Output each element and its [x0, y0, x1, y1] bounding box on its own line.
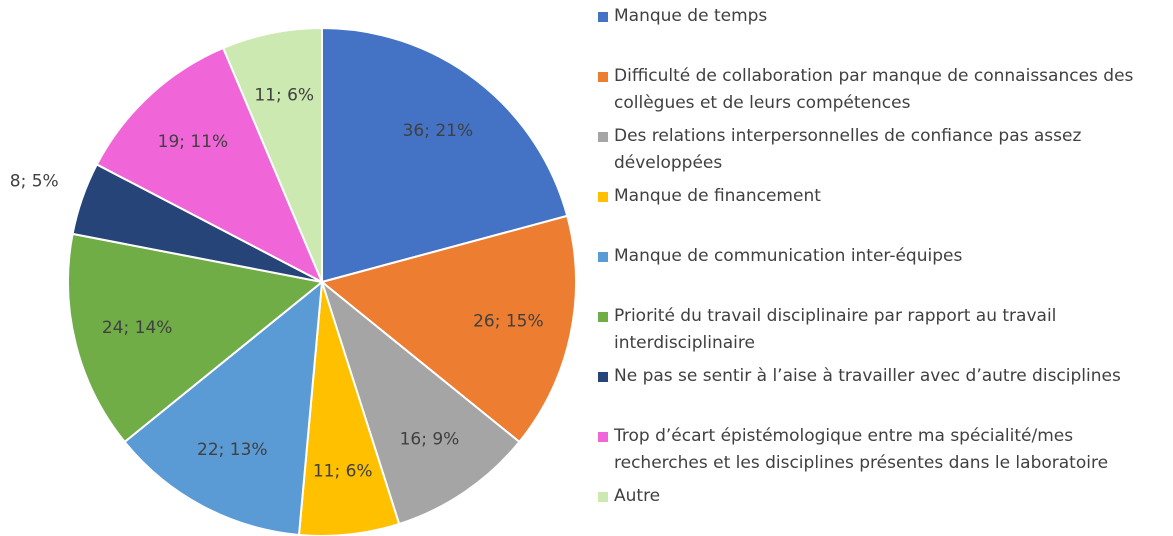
pie-slice — [319, 214, 577, 444]
pie-slice — [221, 26, 323, 283]
legend-label: Autre — [614, 486, 661, 506]
legend-swatch — [598, 132, 608, 142]
pie-slice — [321, 26, 569, 284]
data-label: 8; 5% — [10, 172, 59, 192]
legend-label: Trop d’écart épistémologique entre ma sp… — [614, 426, 1109, 473]
legend-label: Priorité du travail disciplinaire par ra… — [614, 306, 1057, 353]
data-label: 36; 21% — [403, 121, 474, 141]
legend-label: Difficulté de collaboration par manque d… — [614, 66, 1134, 113]
legend-label: Manque de financement — [614, 186, 821, 206]
pie-slice — [320, 279, 521, 526]
legend-entry: Des relations interpersonnelles de confi… — [598, 123, 1168, 177]
legend-entry: Ne pas se sentir à l’aise à travailler a… — [598, 363, 1168, 390]
pie-slice — [67, 232, 325, 444]
legend-swatch — [598, 72, 608, 82]
data-label: 26; 15% — [473, 311, 544, 331]
pie-slice — [95, 46, 325, 285]
legend-entry: Autre — [598, 483, 1168, 510]
data-label: 24; 14% — [102, 318, 173, 338]
legend-entry: Manque de temps — [598, 3, 1168, 30]
legend-label: Ne pas se sentir à l’aise à travailler a… — [614, 366, 1121, 386]
legend-swatch — [598, 12, 608, 22]
legend-label: Des relations interpersonnelles de confi… — [614, 126, 1082, 173]
data-label: 19; 11% — [158, 132, 229, 152]
data-label: 16; 9% — [400, 429, 460, 449]
legend-swatch — [598, 432, 608, 442]
legend-swatch — [598, 192, 608, 202]
data-label: 11; 6% — [254, 85, 314, 105]
legend-swatch — [598, 492, 608, 502]
legend-swatch — [598, 372, 608, 382]
legend-entry: Manque de communication inter-équipes — [598, 243, 1168, 270]
legend-label: Manque de communication inter-équipes — [614, 246, 963, 266]
legend-entry: Trop d’écart épistémologique entre ma sp… — [598, 423, 1168, 477]
data-label: 22; 13% — [197, 440, 268, 460]
legend-entry: Manque de financement — [598, 183, 1168, 210]
legend-entry: Priorité du travail disciplinaire par ra… — [598, 303, 1168, 357]
legend-swatch — [598, 252, 608, 262]
pie-slice — [123, 279, 324, 536]
legend-swatch — [598, 312, 608, 322]
legend-entry: Difficulté de collaboration par manque d… — [598, 63, 1168, 117]
legend-label: Manque de temps — [614, 6, 768, 26]
data-label: 11; 6% — [313, 461, 373, 481]
